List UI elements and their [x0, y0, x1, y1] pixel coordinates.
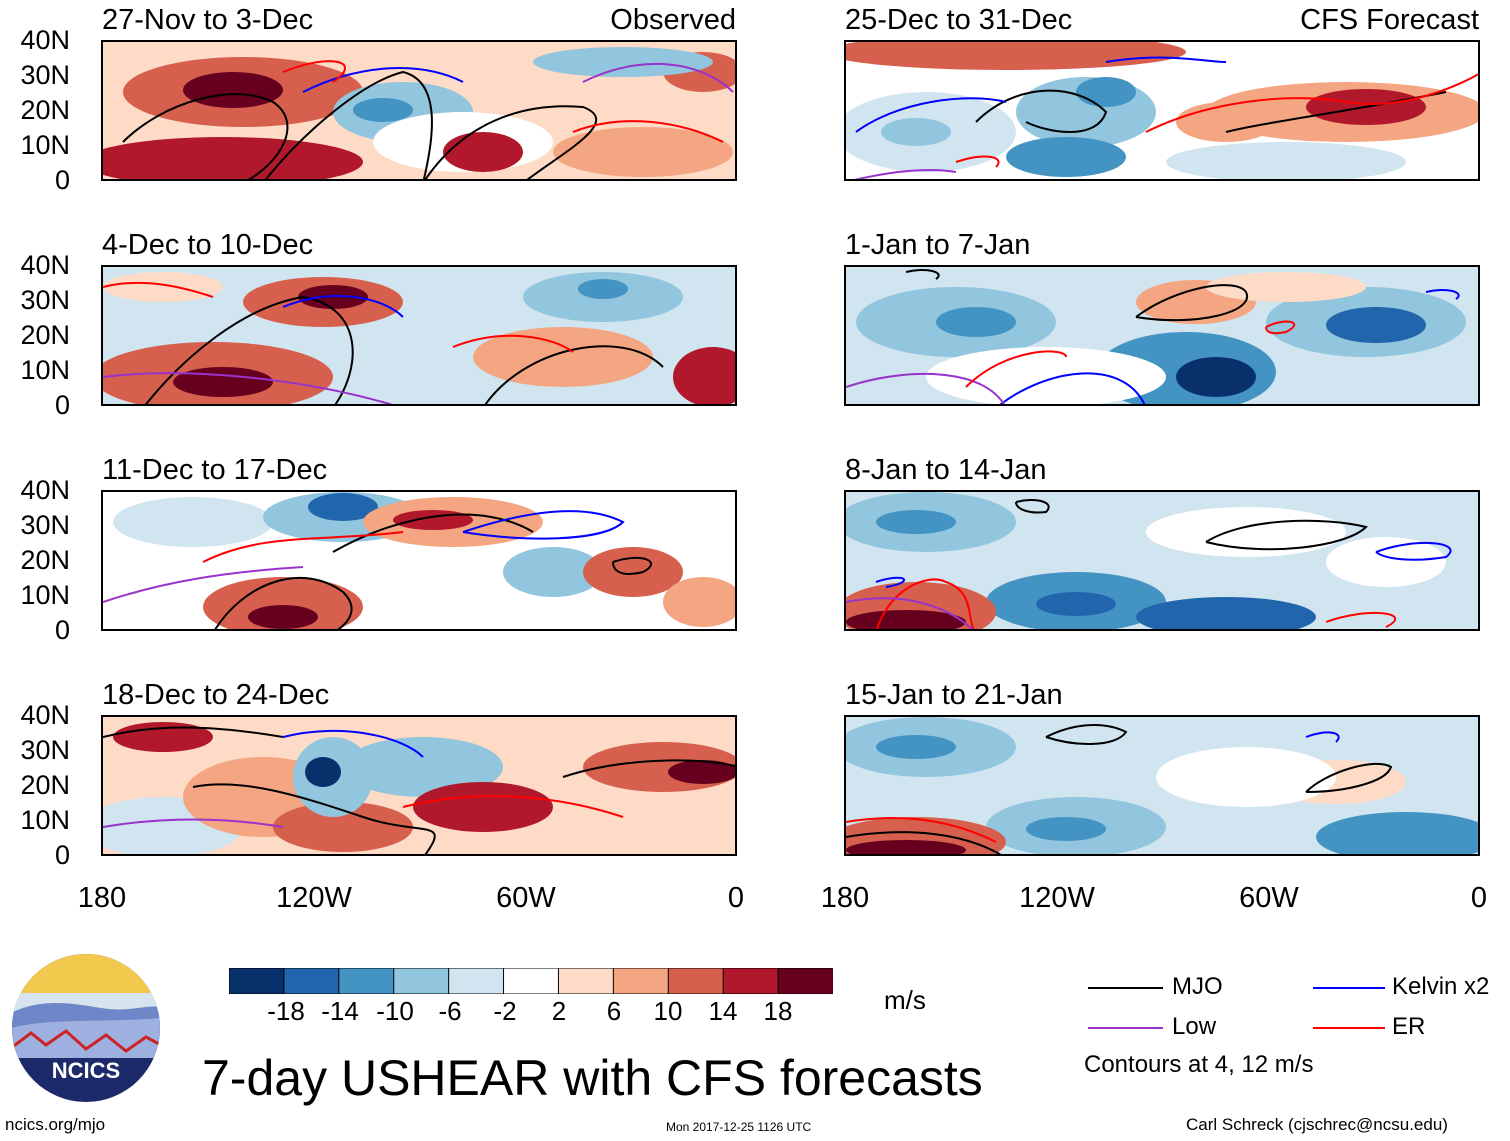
map-panel-8: [844, 715, 1480, 856]
legend-label-kelvin: Kelvin x2: [1392, 973, 1490, 1000]
map-panel-7: [844, 490, 1480, 631]
lat-tick: 40N: [20, 475, 70, 505]
legend-swatch-kelvin: [1313, 987, 1385, 989]
map-panel-3: [101, 490, 737, 631]
colorbar-swatch: [448, 967, 505, 995]
lon-tick: 120W: [276, 882, 352, 914]
colorbar-label: -6: [438, 996, 462, 1026]
colorbar-swatch: [283, 967, 340, 995]
map-panel-2: [101, 265, 737, 406]
lon-tick: 60W: [496, 882, 556, 914]
colorbar-swatch: [722, 967, 780, 995]
colorbar-label: -18: [267, 996, 305, 1026]
colorbar-swatch: [228, 967, 285, 995]
lat-tick: 20N: [20, 545, 70, 575]
ncics-logo: NCICS: [11, 953, 161, 1103]
legend-label-er: ER: [1392, 1013, 1426, 1040]
lat-tick: 10N: [20, 805, 70, 835]
colorbar-units: m/s: [884, 985, 926, 1015]
panel-title-6: 1-Jan to 7-Jan: [845, 229, 1031, 261]
colorbar-label: 18: [763, 996, 793, 1026]
lat-tick: 0: [54, 165, 70, 195]
lon-tick: 0: [727, 882, 745, 914]
colorbar-label: 10: [653, 996, 683, 1026]
colorbar-label: -14: [321, 996, 359, 1026]
map-panel-5: [844, 40, 1480, 181]
legend-label-mjo: MJO: [1172, 973, 1223, 1000]
lon-tick: 180: [820, 882, 870, 914]
panel-title-8: 15-Jan to 21-Jan: [845, 679, 1063, 711]
colorbar-label: 2: [551, 996, 567, 1026]
colorbar-swatch: [338, 967, 395, 995]
lon-tick: 0: [1470, 882, 1488, 914]
lat-tick: 30N: [20, 510, 70, 540]
panel-label-observed: Observed: [610, 4, 736, 36]
colorbar-swatches: [228, 967, 835, 995]
lon-tick: 120W: [1019, 882, 1095, 914]
footer-url[interactable]: ncics.org/mjo: [5, 1115, 106, 1134]
lat-tick: 20N: [20, 95, 70, 125]
logo-text: NCICS: [52, 1058, 120, 1083]
lat-tick: 0: [54, 615, 70, 645]
colorbar: [228, 967, 835, 995]
main-title: 7-day USHEAR with CFS forecasts: [202, 1050, 983, 1106]
lat-tick: 20N: [20, 770, 70, 800]
lat-tick: 30N: [20, 285, 70, 315]
lat-tick: 10N: [20, 580, 70, 610]
footer-timestamp: Mon 2017-12-25 1126 UTC: [666, 1120, 812, 1134]
lon-tick: 60W: [1239, 882, 1299, 914]
lat-tick: 10N: [20, 355, 70, 385]
lat-tick: 20N: [20, 320, 70, 350]
colorbar-swatch: [612, 967, 670, 995]
lat-tick: 30N: [20, 735, 70, 765]
map-panel-4: [101, 715, 737, 856]
panel-title-3: 11-Dec to 17-Dec: [102, 454, 328, 486]
colorbar-swatch: [667, 967, 725, 995]
colorbar-swatch: [777, 967, 835, 995]
lat-tick: 40N: [20, 250, 70, 280]
lon-tick: 180: [77, 882, 127, 914]
colorbar-swatch: [503, 967, 560, 995]
lat-tick: 40N: [20, 700, 70, 730]
colorbar-label: -10: [376, 996, 414, 1026]
footer-author: Carl Schreck (cjschrec@ncsu.edu): [1186, 1115, 1448, 1134]
legend-note: Contours at 4, 12 m/s: [1084, 1051, 1314, 1078]
legend-swatch-er: [1313, 1027, 1385, 1029]
lat-tick: 30N: [20, 60, 70, 90]
colorbar-swatch: [557, 967, 615, 995]
panel-title-1: 27-Nov to 3-Dec: [102, 4, 314, 36]
panel-label-cfs-forecast: CFS Forecast: [1300, 4, 1479, 36]
panel-title-2: 4-Dec to 10-Dec: [102, 229, 314, 261]
colorbar-label: 14: [708, 996, 738, 1026]
panel-title-7: 8-Jan to 14-Jan: [845, 454, 1047, 486]
lat-tick: 0: [54, 840, 70, 870]
colorbar-label: -2: [493, 996, 517, 1026]
map-panel-1: [101, 40, 737, 181]
panel-title-4: 18-Dec to 24-Dec: [102, 679, 330, 711]
panel-title-5: 25-Dec to 31-Dec: [845, 4, 1073, 36]
legend-swatch-low: [1088, 1027, 1163, 1029]
colorbar-swatch: [393, 967, 450, 995]
lat-tick: 0: [54, 390, 70, 420]
colorbar-label: 6: [606, 996, 622, 1026]
map-panel-6: [844, 265, 1480, 406]
legend-swatch-mjo: [1088, 987, 1163, 989]
lat-tick: 40N: [20, 25, 70, 55]
legend-label-low: Low: [1172, 1013, 1217, 1040]
lat-tick: 10N: [20, 130, 70, 160]
